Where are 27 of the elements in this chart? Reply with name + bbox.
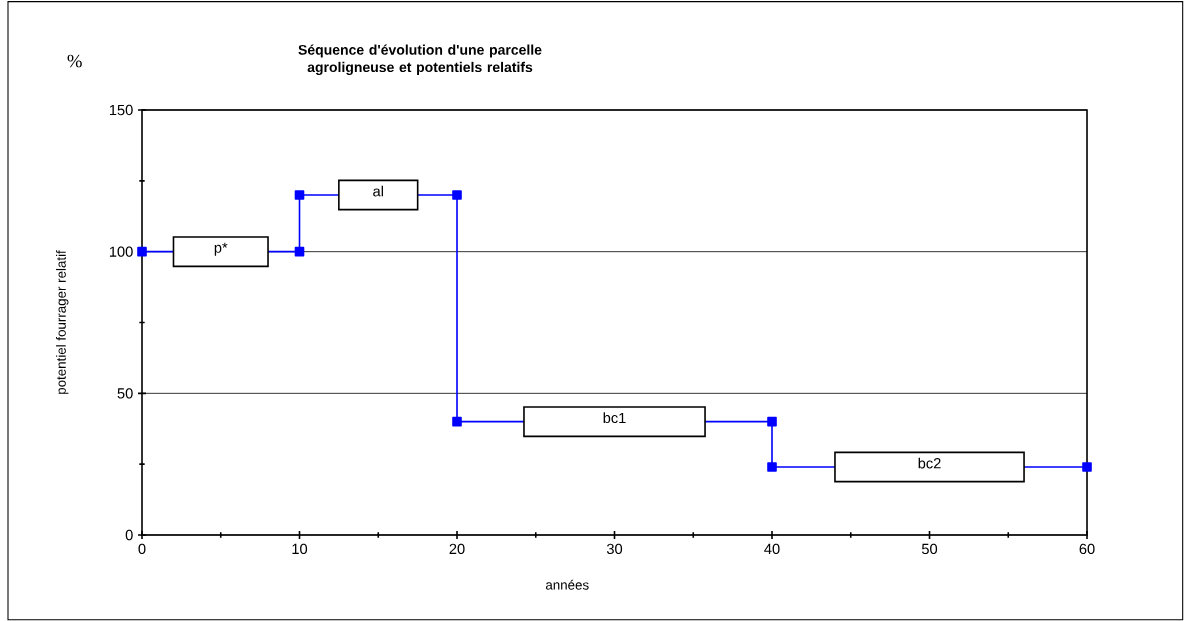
x-tick-label: 0	[138, 543, 146, 555]
y-tick-label: 0	[125, 529, 133, 541]
x-tick-label: 60	[1079, 543, 1095, 555]
y-tick-label: 150	[109, 104, 133, 116]
annotation: al	[373, 185, 383, 197]
annotation: bc1	[603, 412, 626, 424]
point	[137, 246, 147, 257]
point	[452, 416, 462, 427]
y-axis-title: potentiel fourrager relatif	[56, 250, 69, 394]
point	[452, 190, 462, 200]
x-axis-title: années	[545, 579, 589, 590]
point	[1082, 462, 1092, 472]
x-tick-label: 10	[292, 543, 308, 555]
x-tick-label: 40	[764, 543, 780, 555]
point	[294, 190, 305, 200]
y-tick-label: 50	[117, 388, 133, 399]
point	[767, 462, 777, 472]
annotation: bc2	[918, 457, 941, 469]
y-tick-label: 100	[109, 246, 133, 257]
annotation: p*	[214, 242, 228, 256]
text: %	[67, 54, 82, 68]
x-tick-label: 30	[606, 543, 623, 555]
x-tick-label: 20	[449, 543, 465, 555]
point	[767, 416, 777, 427]
chart-title: Séquence d'évolution d'une parcelle agroligneuse et potentiels relatifs	[298, 44, 542, 75]
x-tick-label: 50	[921, 543, 938, 555]
point	[294, 246, 305, 257]
